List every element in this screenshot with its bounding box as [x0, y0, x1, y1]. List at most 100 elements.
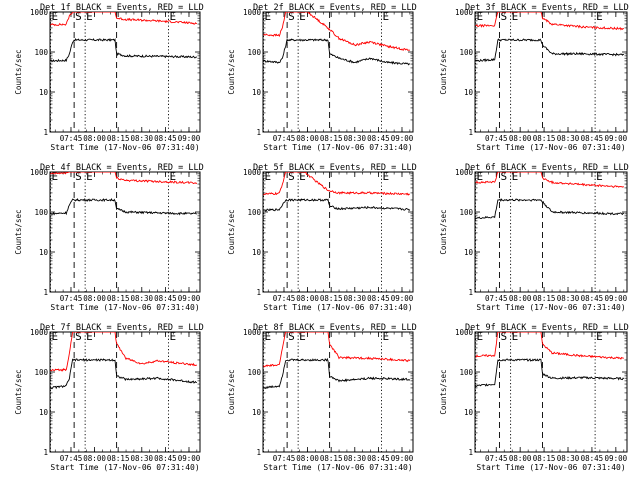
- x-tick-label: 08:00: [296, 294, 319, 303]
- y-axis-label: Counts/sec: [439, 49, 448, 94]
- time-marker-label: E: [86, 170, 93, 183]
- panel-title: Det 6f BLACK = Events, RED = LLD: [465, 163, 629, 173]
- y-axis-label: Counts/sec: [14, 49, 23, 94]
- x-tick-label: 09:00: [391, 454, 414, 463]
- x-tick-label: 07:45: [60, 134, 83, 143]
- y-tick-label: 10: [39, 88, 49, 97]
- x-tick-label: 08:30: [343, 294, 366, 303]
- x-axis-label: Start Time (17-Nov-06 07:31:40): [263, 303, 412, 312]
- y-tick-label: 1000: [243, 168, 262, 177]
- x-tick-label: 08:00: [83, 294, 106, 303]
- y-axis-label: Counts/sec: [227, 209, 236, 254]
- y-tick-label: 100: [34, 368, 48, 377]
- panel-title: Det 1f BLACK = Events, RED = LLD: [40, 3, 204, 13]
- y-tick-label: 10: [39, 408, 49, 417]
- series-group: [263, 12, 411, 66]
- y-tick-label: 10: [39, 248, 49, 257]
- plot-frame: [262, 171, 414, 293]
- series-group: [263, 332, 411, 390]
- time-marker-label: E: [477, 10, 484, 23]
- x-tick-label: 08:15: [107, 454, 130, 463]
- plot-frame: [474, 11, 628, 133]
- x-tick-label: 09:00: [391, 294, 414, 303]
- y-tick-label: 1000: [243, 8, 262, 17]
- y-tick-label: 100: [247, 208, 261, 217]
- x-tick-label: 08:15: [320, 134, 343, 143]
- events-series-line: [50, 358, 197, 390]
- y-tick-label: 1: [43, 448, 48, 457]
- y-tick-label: 1000: [455, 328, 474, 337]
- detector-panel-3: Det 3f BLACK = Events, RED = LLD 1 10 100 10…: [439, 3, 629, 152]
- series-group: [50, 172, 198, 216]
- x-tick-label: 08:30: [343, 134, 366, 143]
- panel-title: Det 5f BLACK = Events, RED = LLD: [253, 163, 417, 173]
- x-tick-label: 08:15: [320, 294, 343, 303]
- lld-series-line: [50, 332, 198, 372]
- time-marker-label: S: [500, 330, 507, 343]
- y-tick-label: 10: [252, 248, 262, 257]
- x-tick-label: 07:45: [485, 294, 508, 303]
- time-marker-label: E: [383, 330, 390, 343]
- plot-frame: [262, 331, 414, 453]
- detector-panel-1: Det 1f BLACK = Events, RED = LLD 1 10 100 10…: [14, 3, 204, 152]
- y-tick-label: 10: [252, 88, 262, 97]
- y-tick-label: 100: [34, 48, 48, 57]
- x-tick-label: 08:45: [367, 134, 390, 143]
- y-tick-label: 1: [468, 128, 473, 137]
- x-tick-label: 08:45: [581, 294, 604, 303]
- x-tick-label: 07:45: [273, 454, 296, 463]
- series-group: [475, 12, 625, 63]
- lld-series-line: [50, 172, 198, 185]
- time-marker-label: E: [512, 330, 519, 343]
- x-tick-label: 09:00: [605, 454, 628, 463]
- x-tick-label: 08:45: [581, 134, 604, 143]
- x-tick-label: 08:15: [107, 294, 130, 303]
- y-tick-label: 1: [256, 288, 261, 297]
- series-group: [475, 332, 625, 387]
- lld-series-line: [263, 332, 411, 368]
- x-tick-label: 08:00: [83, 134, 106, 143]
- x-tick-label: 08:30: [130, 134, 153, 143]
- x-tick-label: 08:15: [533, 294, 556, 303]
- plot-frame: [49, 11, 201, 133]
- y-tick-label: 10: [464, 408, 474, 417]
- events-series-line: [475, 38, 625, 63]
- x-tick-label: 08:00: [296, 134, 319, 143]
- x-tick-label: 09:00: [605, 294, 628, 303]
- detector-panel-8: Det 8f BLACK = Events, RED = LLD 1 10 100 10…: [227, 323, 417, 472]
- lld-series-line: [475, 12, 625, 31]
- time-marker-label: S: [75, 10, 82, 23]
- x-tick-label: 08:15: [533, 454, 556, 463]
- x-tick-label: 09:00: [605, 134, 628, 143]
- time-marker-label: E: [383, 10, 390, 23]
- events-series-line: [263, 357, 411, 390]
- time-marker-label: S: [500, 10, 507, 23]
- events-series-line: [50, 37, 197, 63]
- y-tick-label: 1: [468, 288, 473, 297]
- events-series-line: [263, 37, 410, 66]
- panel-title: Det 7f BLACK = Events, RED = LLD: [40, 323, 204, 333]
- x-tick-label: 09:00: [178, 134, 201, 143]
- time-marker-label: E: [512, 10, 519, 23]
- x-tick-label: 09:00: [178, 454, 201, 463]
- x-tick-label: 08:30: [130, 294, 153, 303]
- time-marker-label: E: [265, 170, 272, 183]
- x-tick-label: 08:15: [320, 454, 343, 463]
- y-tick-label: 1000: [455, 8, 474, 17]
- x-tick-label: 07:45: [273, 134, 296, 143]
- panel-title: Det 9f BLACK = Events, RED = LLD: [465, 323, 629, 333]
- time-marker-label: E: [170, 330, 177, 343]
- y-tick-label: 1000: [455, 168, 474, 177]
- time-marker-label: E: [299, 170, 306, 183]
- y-tick-label: 1000: [30, 8, 49, 17]
- x-tick-label: 07:45: [485, 134, 508, 143]
- x-tick-label: 08:30: [343, 454, 366, 463]
- panel-title: Det 4f BLACK = Events, RED = LLD: [40, 163, 204, 173]
- time-marker-label: E: [265, 10, 272, 23]
- y-tick-label: 1000: [30, 168, 49, 177]
- x-tick-label: 08:30: [557, 454, 580, 463]
- time-marker-label: E: [265, 330, 272, 343]
- x-tick-label: 07:45: [60, 294, 83, 303]
- y-axis-label: Counts/sec: [14, 209, 23, 254]
- time-marker-label: E: [596, 330, 603, 343]
